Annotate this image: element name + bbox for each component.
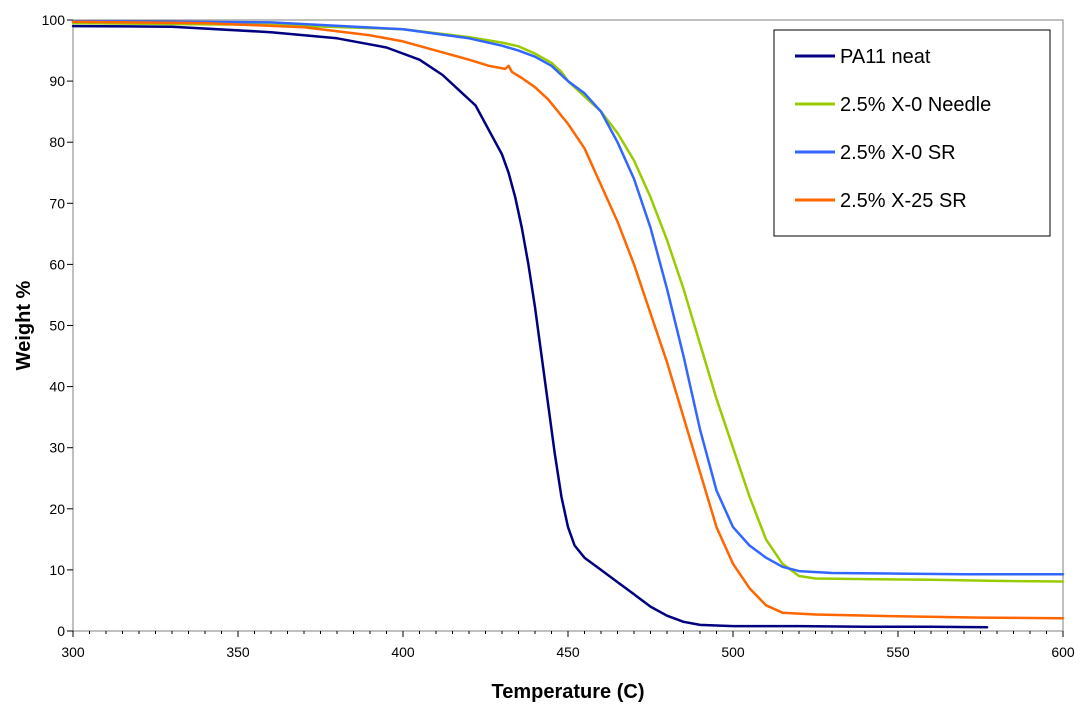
x-tick-label: 300 — [61, 644, 85, 660]
series-lines — [71, 19, 1065, 629]
x-axis-title: Temperature (C) — [492, 681, 645, 703]
axes: 300 350 400 450 500 550 600 0 10 20 30 40 50 60 70 80 90… — [42, 12, 1075, 660]
y-tick-label: 90 — [49, 73, 65, 89]
x-tick-label: 550 — [886, 644, 910, 660]
x-tick-label: 400 — [391, 644, 415, 660]
y-tick-label: 80 — [49, 134, 65, 150]
legend-label: 2.5% X-0 Needle — [840, 94, 991, 116]
x-tick-label: 350 — [226, 644, 250, 660]
y-tick-label: 70 — [49, 195, 65, 211]
x-tick-label: 450 — [556, 644, 580, 660]
legend-label: 2.5% X-25 SR — [840, 190, 967, 212]
series-line-0 — [71, 24, 989, 629]
y-tick-label: 0 — [57, 623, 65, 639]
legend-label: 2.5% X-0 SR — [840, 142, 956, 164]
y-tick-label: 30 — [49, 440, 65, 456]
series-line-2 — [71, 19, 1065, 576]
x-tick-label: 600 — [1051, 644, 1075, 660]
x-tick-label: 500 — [721, 644, 745, 660]
legend: PA11 neat 2.5% X-0 Needle 2.5% X-0 SR 2.5% … — [773, 29, 1051, 237]
y-tick-label: 20 — [49, 501, 65, 517]
series-line-1 — [71, 21, 1065, 583]
series-line-3 — [71, 20, 1065, 620]
y-tick-label: 40 — [49, 379, 65, 395]
y-tick-label: 60 — [49, 256, 65, 272]
y-tick-label: 100 — [42, 12, 66, 28]
y-axis-title: Weight % — [13, 280, 35, 370]
y-tick-label: 50 — [49, 318, 65, 334]
y-tick-label: 10 — [49, 562, 65, 578]
legend-box — [773, 29, 1051, 237]
legend-label: PA11 neat — [840, 46, 931, 68]
